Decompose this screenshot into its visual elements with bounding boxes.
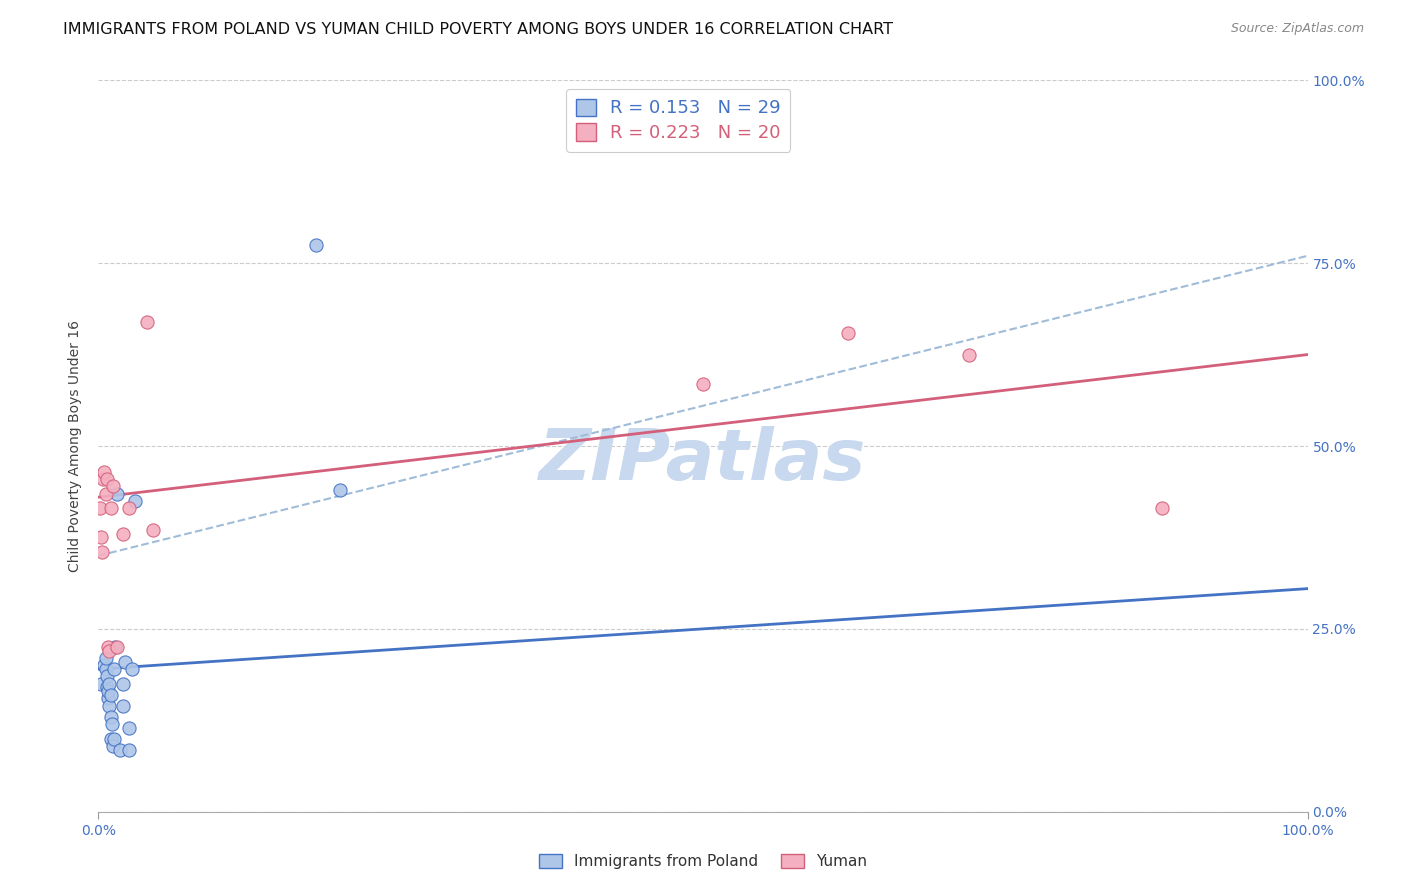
Point <box>105 486 128 500</box>
Point <box>96 472 118 486</box>
Point <box>305 237 328 252</box>
Point <box>837 326 859 340</box>
Point <box>90 676 112 690</box>
Point <box>96 669 118 683</box>
Point <box>96 681 118 695</box>
Point <box>100 688 122 702</box>
Y-axis label: Child Poverty Among Boys Under 16: Child Poverty Among Boys Under 16 <box>69 320 83 572</box>
Point <box>100 501 122 516</box>
Point <box>105 640 128 655</box>
Legend: R = 0.153   N = 29, R = 0.223   N = 20: R = 0.153 N = 29, R = 0.223 N = 20 <box>567 88 790 152</box>
Point <box>329 483 352 497</box>
Point <box>100 717 122 731</box>
Point <box>103 731 125 746</box>
Point <box>114 655 136 669</box>
Point <box>97 684 120 698</box>
Point <box>91 545 114 559</box>
Point <box>97 691 120 706</box>
Point <box>692 376 714 391</box>
Point <box>111 698 134 713</box>
Point <box>98 676 121 690</box>
Point <box>108 742 131 756</box>
Point <box>89 501 111 516</box>
Point <box>98 644 121 658</box>
Point <box>101 479 124 493</box>
Point <box>98 698 121 713</box>
Point <box>957 347 980 362</box>
Point <box>118 501 141 516</box>
Point <box>97 640 120 655</box>
Text: ZIPatlas: ZIPatlas <box>540 426 866 495</box>
Point <box>124 494 146 508</box>
Point <box>142 523 165 537</box>
Point <box>103 662 125 676</box>
Text: Source: ZipAtlas.com: Source: ZipAtlas.com <box>1230 22 1364 36</box>
Point <box>93 658 115 673</box>
Point <box>93 465 115 479</box>
Point <box>101 739 124 753</box>
Point <box>94 662 117 676</box>
Point <box>111 676 134 690</box>
Point <box>100 709 122 723</box>
Point <box>104 640 127 655</box>
Point <box>135 315 157 329</box>
Point <box>118 721 141 735</box>
Legend: Immigrants from Poland, Yuman: Immigrants from Poland, Yuman <box>533 848 873 875</box>
Point <box>94 486 117 500</box>
Point <box>91 472 114 486</box>
Point <box>90 530 112 544</box>
Point <box>121 662 143 676</box>
Point <box>1152 501 1174 516</box>
Point <box>94 651 117 665</box>
Point <box>100 731 122 746</box>
Point <box>118 742 141 756</box>
Text: IMMIGRANTS FROM POLAND VS YUMAN CHILD POVERTY AMONG BOYS UNDER 16 CORRELATION CH: IMMIGRANTS FROM POLAND VS YUMAN CHILD PO… <box>63 22 893 37</box>
Point <box>111 526 134 541</box>
